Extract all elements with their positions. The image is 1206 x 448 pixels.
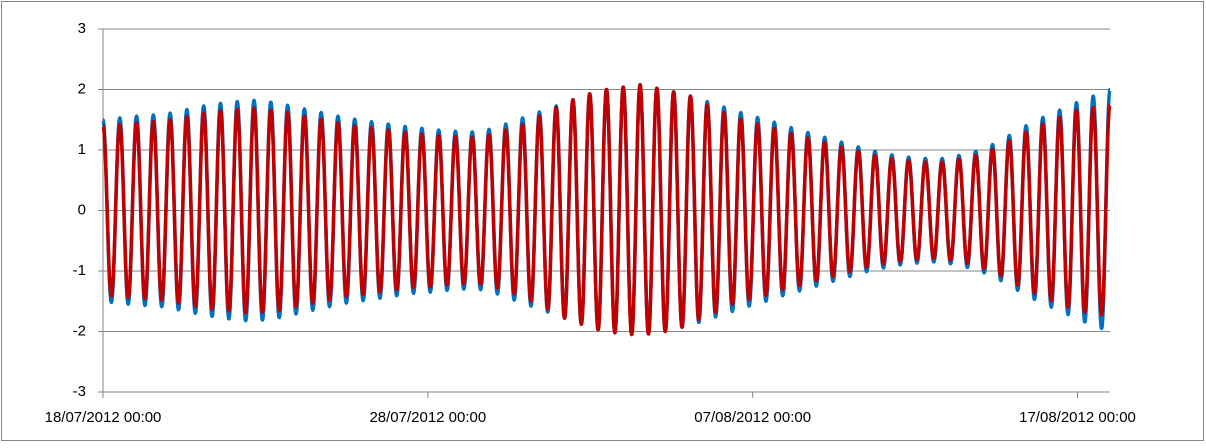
series-line — [101, 82, 1112, 337]
y-tick-label: 0 — [78, 201, 86, 218]
y-tick-label: 3 — [78, 20, 86, 37]
y-tick-label: -1 — [73, 262, 86, 279]
y-tick-label: -2 — [73, 322, 86, 339]
x-tick-label: 07/08/2012 00:00 — [694, 409, 811, 426]
x-tick-label: 18/07/2012 00:00 — [45, 409, 162, 426]
x-tick-label: 28/07/2012 00:00 — [369, 409, 486, 426]
y-tick-label: 2 — [78, 80, 86, 97]
x-tick-label: 17/08/2012 00:00 — [1019, 409, 1136, 426]
y-tick-label: -3 — [73, 383, 86, 400]
y-tick-label: 1 — [78, 141, 86, 158]
